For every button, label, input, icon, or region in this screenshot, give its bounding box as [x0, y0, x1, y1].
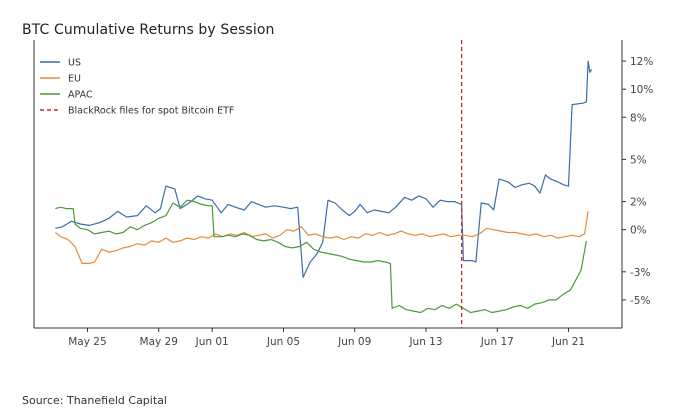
legend-label: EU — [68, 74, 81, 85]
x-tick-label: Jun 13 — [408, 336, 442, 348]
y-tick-label: -3% — [630, 267, 650, 279]
series-line-apac — [55, 199, 587, 314]
y-tick-label: 10% — [630, 84, 653, 96]
y-tick-label: 5% — [630, 154, 647, 166]
x-tick-label: May 29 — [140, 336, 178, 348]
x-tick-label: May 25 — [68, 336, 106, 348]
y-tick-label: 2% — [630, 197, 647, 209]
source-note: Source: Thanefield Capital — [22, 394, 167, 407]
y-tick-label: 12% — [630, 56, 653, 68]
series-line-eu — [55, 211, 589, 264]
chart-axes: May 25 May 29 Jun 01 Jun 05 Jun 09 Jun 13 Jun … — [33, 40, 653, 348]
x-tick-label: Jun 21 — [551, 336, 585, 348]
x-tick-label: Jun 09 — [337, 336, 371, 348]
x-tick-label: Jun 01 — [195, 336, 229, 348]
x-tick-label: Jun 05 — [266, 336, 300, 348]
x-tick-label: Jun 17 — [480, 336, 514, 348]
legend-label: US — [68, 58, 81, 69]
y-tick-label: 8% — [630, 112, 647, 124]
chart-legend: US EU APAC BlackRock files for spot Bitcoin… — [40, 58, 234, 117]
chart-series — [55, 40, 593, 328]
series-line-us — [55, 60, 593, 278]
y-tick-label: -5% — [630, 295, 650, 307]
chart-title: BTC Cumulative Returns by Session — [22, 22, 275, 38]
legend-label: BlackRock files for spot Bitcoin ETF — [68, 106, 234, 117]
y-tick-label: 0% — [630, 225, 647, 237]
legend-label: APAC — [68, 90, 93, 101]
